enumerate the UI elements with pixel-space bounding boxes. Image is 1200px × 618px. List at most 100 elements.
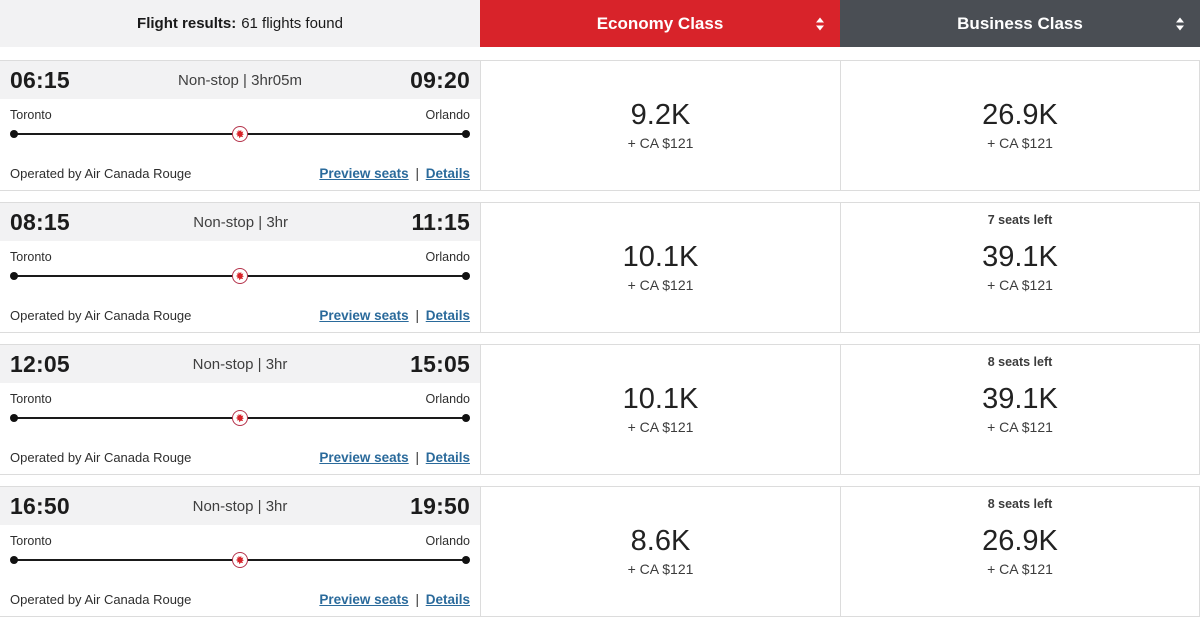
route-destination-dot bbox=[462, 272, 470, 280]
sort-icon[interactable] bbox=[816, 17, 824, 30]
economy-price-cell[interactable]: 10.1K + CA $121 bbox=[480, 345, 840, 474]
economy-cash-value: + CA $121 bbox=[627, 419, 694, 436]
air-canada-rondelle-icon bbox=[232, 268, 248, 284]
business-price-cell[interactable]: 8 seats left 26.9K + CA $121 bbox=[840, 487, 1200, 616]
economy-price-cell[interactable]: 10.1K + CA $121 bbox=[480, 203, 840, 332]
time-band: 16:50 Non-stop | 3hr 19:50 bbox=[0, 487, 480, 525]
route: Toronto Orlando bbox=[0, 241, 480, 285]
sort-up-arrow-icon bbox=[816, 17, 824, 22]
column-header-economy[interactable]: Economy Class bbox=[480, 0, 840, 47]
stops-duration: Non-stop | 3hr05m bbox=[178, 71, 302, 89]
preview-seats-link[interactable]: Preview seats bbox=[319, 166, 409, 181]
economy-cash-value: + CA $121 bbox=[627, 561, 694, 578]
preview-seats-link[interactable]: Preview seats bbox=[319, 308, 409, 323]
operated-by-text: Operated by Air Canada Rouge bbox=[10, 308, 192, 323]
route-origin-dot bbox=[10, 414, 18, 422]
flight-row: 12:05 Non-stop | 3hr 15:05 Toronto Orlan… bbox=[0, 344, 1200, 475]
flight-row: 08:15 Non-stop | 3hr 11:15 Toronto Orlan… bbox=[0, 202, 1200, 333]
stops-duration: Non-stop | 3hr bbox=[192, 355, 288, 373]
results-label: Flight results: bbox=[137, 15, 237, 32]
arrival-time: 19:50 bbox=[410, 492, 470, 519]
column-header-economy-label: Economy Class bbox=[596, 13, 724, 33]
economy-cash-value: + CA $121 bbox=[627, 135, 694, 152]
route-origin-dot bbox=[10, 556, 18, 564]
economy-points-value: 10.1K bbox=[622, 240, 699, 273]
arrival-time: 15:05 bbox=[410, 350, 470, 377]
details-link[interactable]: Details bbox=[425, 308, 470, 323]
preview-seats-link[interactable]: Preview seats bbox=[319, 592, 409, 607]
origin-city: Toronto bbox=[10, 250, 52, 264]
departure-time: 08:15 bbox=[10, 208, 70, 235]
route-destination-dot bbox=[462, 130, 470, 138]
business-cash-value: + CA $121 bbox=[987, 277, 1053, 294]
sort-down-arrow-icon bbox=[816, 25, 824, 30]
sort-down-arrow-icon bbox=[1176, 25, 1184, 30]
link-separator: | bbox=[415, 166, 419, 181]
seats-left-badge: 7 seats left bbox=[987, 213, 1053, 227]
departure-time: 12:05 bbox=[10, 350, 70, 377]
flight-info-card: 06:15 Non-stop | 3hr05m 09:20 Toronto Or… bbox=[0, 61, 480, 190]
destination-city: Orlando bbox=[425, 534, 470, 548]
flight-row: 16:50 Non-stop | 3hr 19:50 Toronto Orlan… bbox=[0, 486, 1200, 617]
time-band: 08:15 Non-stop | 3hr 11:15 bbox=[0, 203, 480, 241]
flight-results-list: 06:15 Non-stop | 3hr05m 09:20 Toronto Or… bbox=[0, 60, 1200, 617]
route-line bbox=[10, 409, 470, 427]
route-line bbox=[10, 551, 470, 569]
business-price-cell[interactable]: 7 seats left 39.1K + CA $121 bbox=[840, 203, 1200, 332]
link-separator: | bbox=[415, 592, 419, 607]
business-cash-value: + CA $121 bbox=[987, 419, 1053, 436]
seats-left-badge: 8 seats left bbox=[987, 355, 1053, 369]
details-link[interactable]: Details bbox=[425, 450, 470, 465]
seats-left-badge: 8 seats left bbox=[987, 497, 1053, 511]
column-header-business-label: Business Class bbox=[957, 13, 1083, 33]
business-points-value: 26.9K bbox=[982, 98, 1058, 131]
business-points-value: 39.1K bbox=[982, 382, 1058, 415]
economy-points-value: 10.1K bbox=[622, 382, 699, 415]
route: Toronto Orlando bbox=[0, 99, 480, 143]
stops-duration: Non-stop | 3hr bbox=[192, 497, 288, 515]
flight-row: 06:15 Non-stop | 3hr05m 09:20 Toronto Or… bbox=[0, 60, 1200, 191]
economy-points-value: 9.2K bbox=[630, 98, 691, 131]
route: Toronto Orlando bbox=[0, 383, 480, 427]
details-link[interactable]: Details bbox=[425, 166, 470, 181]
column-header-business[interactable]: Business Class bbox=[840, 0, 1200, 47]
economy-price-cell[interactable]: 8.6K + CA $121 bbox=[480, 487, 840, 616]
stops-duration: Non-stop | 3hr bbox=[193, 213, 289, 231]
business-cash-value: + CA $121 bbox=[987, 135, 1053, 152]
route-line bbox=[10, 125, 470, 143]
flight-info-card: 16:50 Non-stop | 3hr 19:50 Toronto Orlan… bbox=[0, 487, 480, 616]
arrival-time: 11:15 bbox=[411, 208, 470, 235]
link-separator: | bbox=[415, 450, 419, 465]
economy-cash-value: + CA $121 bbox=[627, 277, 694, 294]
business-price-cell[interactable]: 26.9K + CA $121 bbox=[840, 61, 1200, 190]
route: Toronto Orlando bbox=[0, 525, 480, 569]
arrival-time: 09:20 bbox=[410, 66, 470, 93]
air-canada-rondelle-icon bbox=[232, 552, 248, 568]
flight-info-card: 08:15 Non-stop | 3hr 11:15 Toronto Orlan… bbox=[0, 203, 480, 332]
destination-city: Orlando bbox=[425, 250, 470, 264]
economy-price-cell[interactable]: 9.2K + CA $121 bbox=[480, 61, 840, 190]
air-canada-rondelle-icon bbox=[232, 410, 248, 426]
results-header: Flight results: 61 flights found Economy… bbox=[0, 0, 1200, 47]
business-price-cell[interactable]: 8 seats left 39.1K + CA $121 bbox=[840, 345, 1200, 474]
operated-by-text: Operated by Air Canada Rouge bbox=[10, 592, 192, 607]
destination-city: Orlando bbox=[425, 392, 470, 406]
preview-seats-link[interactable]: Preview seats bbox=[319, 450, 409, 465]
flight-info-card: 12:05 Non-stop | 3hr 15:05 Toronto Orlan… bbox=[0, 345, 480, 474]
time-band: 12:05 Non-stop | 3hr 15:05 bbox=[0, 345, 480, 383]
departure-time: 16:50 bbox=[10, 492, 70, 519]
operated-by-text: Operated by Air Canada Rouge bbox=[10, 166, 192, 181]
route-line bbox=[10, 267, 470, 285]
business-points-value: 39.1K bbox=[982, 240, 1058, 273]
sort-icon[interactable] bbox=[1176, 17, 1184, 30]
results-bar: Flight results: 61 flights found bbox=[0, 0, 480, 47]
details-link[interactable]: Details bbox=[425, 592, 470, 607]
destination-city: Orlando bbox=[425, 108, 470, 122]
air-canada-rondelle-icon bbox=[232, 126, 248, 142]
origin-city: Toronto bbox=[10, 392, 52, 406]
route-destination-dot bbox=[462, 556, 470, 564]
economy-points-value: 8.6K bbox=[630, 524, 691, 557]
route-destination-dot bbox=[462, 414, 470, 422]
business-cash-value: + CA $121 bbox=[987, 561, 1053, 578]
sort-up-arrow-icon bbox=[1176, 17, 1184, 22]
